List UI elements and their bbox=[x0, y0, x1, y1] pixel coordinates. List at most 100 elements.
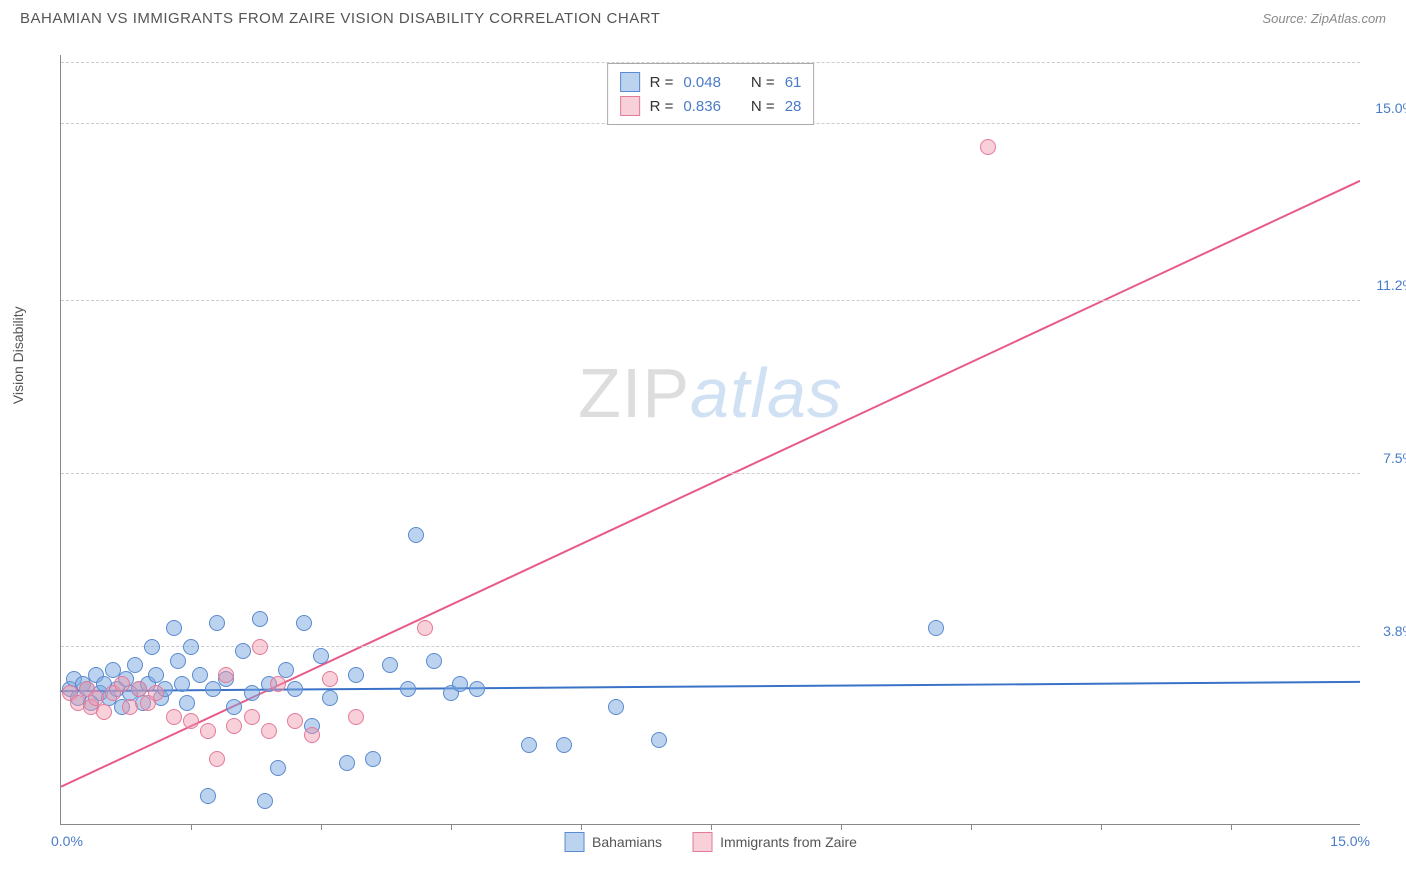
scatter-point-bahamian bbox=[226, 699, 242, 715]
scatter-point-zaire bbox=[96, 704, 112, 720]
scatter-point-zaire bbox=[252, 639, 268, 655]
x-tick bbox=[191, 824, 192, 830]
legend-series-item: Immigrants from Zaire bbox=[692, 832, 857, 852]
scatter-point-bahamian bbox=[174, 676, 190, 692]
scatter-point-zaire bbox=[166, 709, 182, 725]
y-axis-label: Vision Disability bbox=[10, 306, 26, 404]
legend-r-label: R = bbox=[650, 98, 674, 115]
scatter-point-zaire bbox=[183, 713, 199, 729]
scatter-point-zaire bbox=[417, 620, 433, 636]
scatter-point-bahamian bbox=[651, 732, 667, 748]
scatter-point-bahamian bbox=[348, 667, 364, 683]
scatter-point-bahamian bbox=[170, 653, 186, 669]
scatter-point-bahamian bbox=[192, 667, 208, 683]
scatter-point-zaire bbox=[348, 709, 364, 725]
x-tick bbox=[1101, 824, 1102, 830]
x-tick bbox=[711, 824, 712, 830]
scatter-point-zaire bbox=[148, 685, 164, 701]
scatter-point-zaire bbox=[304, 727, 320, 743]
chart-header: BAHAMIAN VS IMMIGRANTS FROM ZAIRE VISION… bbox=[0, 0, 1406, 32]
scatter-point-bahamian bbox=[452, 676, 468, 692]
scatter-point-bahamian bbox=[426, 653, 442, 669]
legend-swatch bbox=[620, 96, 640, 116]
scatter-point-bahamian bbox=[521, 737, 537, 753]
scatter-point-bahamian bbox=[313, 648, 329, 664]
scatter-point-bahamian bbox=[278, 662, 294, 678]
scatter-point-bahamian bbox=[209, 615, 225, 631]
legend-swatch bbox=[692, 832, 712, 852]
legend-stats-row: R = 0.836 N = 28 bbox=[620, 94, 802, 118]
x-tick bbox=[321, 824, 322, 830]
x-tick bbox=[581, 824, 582, 830]
scatter-point-bahamian bbox=[365, 751, 381, 767]
legend-series-label: Bahamians bbox=[592, 834, 662, 850]
legend-n-label: N = bbox=[751, 74, 775, 91]
x-axis-max-label: 15.0% bbox=[1330, 833, 1370, 849]
scatter-point-zaire bbox=[270, 676, 286, 692]
chart-title: BAHAMIAN VS IMMIGRANTS FROM ZAIRE VISION… bbox=[20, 10, 660, 27]
scatter-point-bahamian bbox=[235, 643, 251, 659]
scatter-point-zaire bbox=[122, 699, 138, 715]
scatter-point-bahamian bbox=[322, 690, 338, 706]
scatter-point-bahamian bbox=[608, 699, 624, 715]
watermark-atlas: atlas bbox=[690, 354, 843, 432]
legend-n-label: N = bbox=[751, 98, 775, 115]
scatter-point-bahamian bbox=[287, 681, 303, 697]
legend-series-item: Bahamians bbox=[564, 832, 662, 852]
legend-swatch bbox=[620, 72, 640, 92]
legend-r-value: 0.048 bbox=[683, 74, 721, 91]
scatter-point-bahamian bbox=[179, 695, 195, 711]
y-tick-label: 11.2% bbox=[1376, 277, 1406, 293]
legend-n-value: 61 bbox=[785, 74, 802, 91]
scatter-point-bahamian bbox=[244, 685, 260, 701]
scatter-point-zaire bbox=[244, 709, 260, 725]
x-tick bbox=[841, 824, 842, 830]
scatter-point-zaire bbox=[114, 676, 130, 692]
legend-series-label: Immigrants from Zaire bbox=[720, 834, 857, 850]
scatter-point-bahamian bbox=[339, 755, 355, 771]
scatter-point-bahamian bbox=[382, 657, 398, 673]
scatter-point-bahamian bbox=[252, 611, 268, 627]
scatter-point-bahamian bbox=[127, 657, 143, 673]
legend-series: Bahamians Immigrants from Zaire bbox=[564, 832, 857, 852]
x-axis-min-label: 0.0% bbox=[51, 833, 83, 849]
legend-stats: R = 0.048 N = 61 R = 0.836 N = 28 bbox=[607, 63, 815, 125]
gridline bbox=[61, 473, 1360, 474]
scatter-point-bahamian bbox=[166, 620, 182, 636]
legend-r-label: R = bbox=[650, 74, 674, 91]
scatter-point-bahamian bbox=[296, 615, 312, 631]
scatter-point-bahamian bbox=[408, 527, 424, 543]
scatter-point-bahamian bbox=[556, 737, 572, 753]
scatter-point-zaire bbox=[261, 723, 277, 739]
watermark-zip: ZIP bbox=[578, 354, 690, 432]
scatter-point-bahamian bbox=[257, 793, 273, 809]
chart-source: Source: ZipAtlas.com bbox=[1262, 11, 1386, 26]
x-tick bbox=[971, 824, 972, 830]
y-tick-label: 7.5% bbox=[1383, 450, 1406, 466]
scatter-point-bahamian bbox=[928, 620, 944, 636]
scatter-point-zaire bbox=[226, 718, 242, 734]
scatter-point-zaire bbox=[209, 751, 225, 767]
scatter-point-zaire bbox=[200, 723, 216, 739]
x-tick bbox=[451, 824, 452, 830]
legend-n-value: 28 bbox=[785, 98, 802, 115]
scatter-point-zaire bbox=[287, 713, 303, 729]
legend-stats-row: R = 0.048 N = 61 bbox=[620, 70, 802, 94]
scatter-point-zaire bbox=[218, 667, 234, 683]
regression-lines bbox=[61, 55, 1360, 824]
chart-container: Vision Disability ZIPatlas R =0.048N =61… bbox=[50, 45, 1380, 845]
scatter-point-bahamian bbox=[183, 639, 199, 655]
watermark: ZIPatlas bbox=[578, 353, 843, 433]
plot-area: ZIPatlas R =0.048N =61R =0.836N =28 0.0%… bbox=[60, 55, 1360, 825]
x-tick bbox=[1231, 824, 1232, 830]
scatter-point-bahamian bbox=[270, 760, 286, 776]
scatter-point-zaire bbox=[322, 671, 338, 687]
gridline bbox=[61, 300, 1360, 301]
legend-swatch bbox=[564, 832, 584, 852]
scatter-point-zaire bbox=[980, 139, 996, 155]
scatter-point-bahamian bbox=[400, 681, 416, 697]
legend-r-value: 0.836 bbox=[683, 98, 721, 115]
scatter-point-bahamian bbox=[469, 681, 485, 697]
y-tick-label: 3.8% bbox=[1383, 623, 1406, 639]
scatter-point-bahamian bbox=[144, 639, 160, 655]
